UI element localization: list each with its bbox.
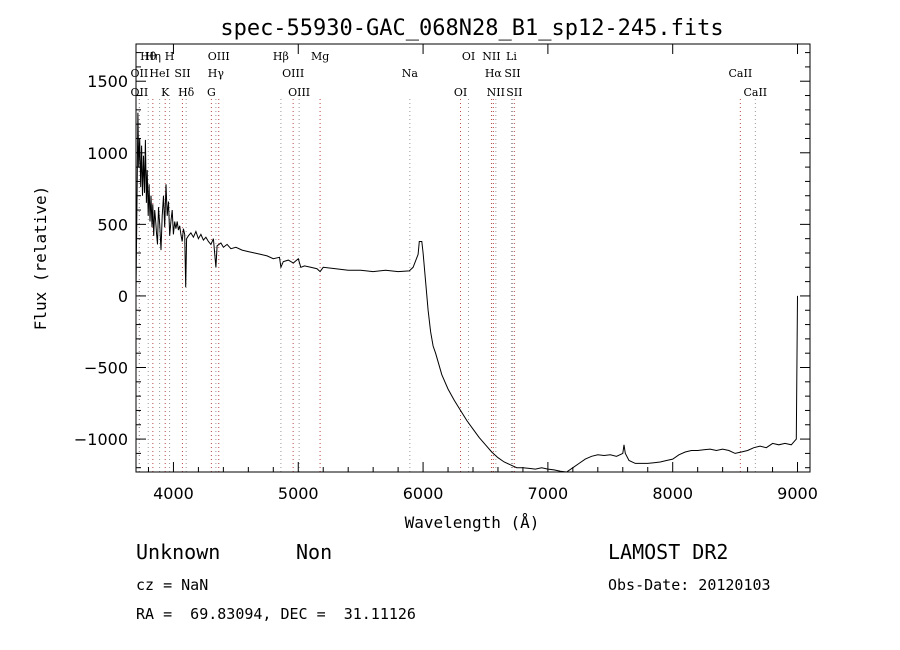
line-marker-label: OII xyxy=(131,67,149,80)
line-marker-label: CaII xyxy=(729,67,753,80)
line-marker-label: NII xyxy=(482,50,500,63)
line-marker-label: Mg xyxy=(311,50,329,63)
redshift-text: cz = NaN xyxy=(136,576,209,594)
line-marker-label: OIII xyxy=(208,50,230,63)
line-marker-label: Hδ xyxy=(178,86,195,99)
line-marker-label: Hβ xyxy=(273,50,289,63)
line-marker-label: SII xyxy=(506,86,522,99)
y-axis-label: Flux (relative) xyxy=(31,186,50,331)
line-marker-label: OI xyxy=(454,86,467,99)
line-marker-label: SII xyxy=(504,67,520,80)
y-tick-label: −500 xyxy=(84,359,128,378)
y-tick-label: 1500 xyxy=(87,72,128,91)
line-marker-label: OIII xyxy=(282,67,304,80)
x-tick-label: 4000 xyxy=(153,484,194,503)
y-tick-label: 0 xyxy=(118,287,128,306)
y-tick-label: 500 xyxy=(97,215,128,234)
line-marker-label: SII xyxy=(174,67,190,80)
line-marker-label: Hα xyxy=(485,67,503,80)
line-marker-label: Hη xyxy=(145,50,161,63)
survey-name: LAMOST DR2 xyxy=(608,540,729,564)
line-marker-label: OI xyxy=(462,50,475,63)
line-marker-label: Hγ xyxy=(208,67,225,80)
x-tick-label: 6000 xyxy=(403,484,444,503)
line-marker-label: G xyxy=(207,86,216,99)
x-tick-label: 8000 xyxy=(652,484,693,503)
line-marker-label: Hθ xyxy=(140,50,157,63)
spectral-line-markers: Hθ OII OII Hη HeI K H SII Hδ OIII Hγ G Hβ OIII OIII Mg N… xyxy=(131,50,767,472)
line-marker-label: CaII xyxy=(743,86,767,99)
line-marker-label: NII xyxy=(487,86,505,99)
x-axis-ticks: 4000 5000 6000 7000 8000 9000 xyxy=(147,44,818,503)
line-marker-label: OIII xyxy=(288,86,310,99)
object-class: Unknown xyxy=(136,540,221,564)
line-marker-label: Na xyxy=(402,67,419,80)
plot-frame xyxy=(135,43,811,473)
line-marker-label: OII xyxy=(131,86,149,99)
y-tick-label: 1000 xyxy=(87,144,128,163)
object-subclass: Non xyxy=(296,540,333,564)
spectrum-line xyxy=(135,112,798,473)
y-tick-label: −1000 xyxy=(74,430,128,449)
y-axis-ticks: −1000 −500 0 500 1000 1500 xyxy=(74,52,810,469)
x-tick-label: 5000 xyxy=(278,484,319,503)
obs-date: Obs-Date: 20120103 xyxy=(608,576,771,594)
coordinates-text: RA = 69.83094, DEC = 31.11126 xyxy=(136,605,416,623)
line-marker-label: H xyxy=(165,50,175,63)
x-tick-label: 9000 xyxy=(777,484,818,503)
line-marker-label: Li xyxy=(506,50,517,63)
chart-title: spec-55930-GAC_068N28_B1_sp12-245.fits xyxy=(220,16,723,41)
x-axis-label: Wavelength (Å) xyxy=(405,513,540,532)
x-tick-label: 7000 xyxy=(528,484,569,503)
line-marker-label: HeI xyxy=(149,67,169,80)
line-marker-label: K xyxy=(161,86,170,99)
